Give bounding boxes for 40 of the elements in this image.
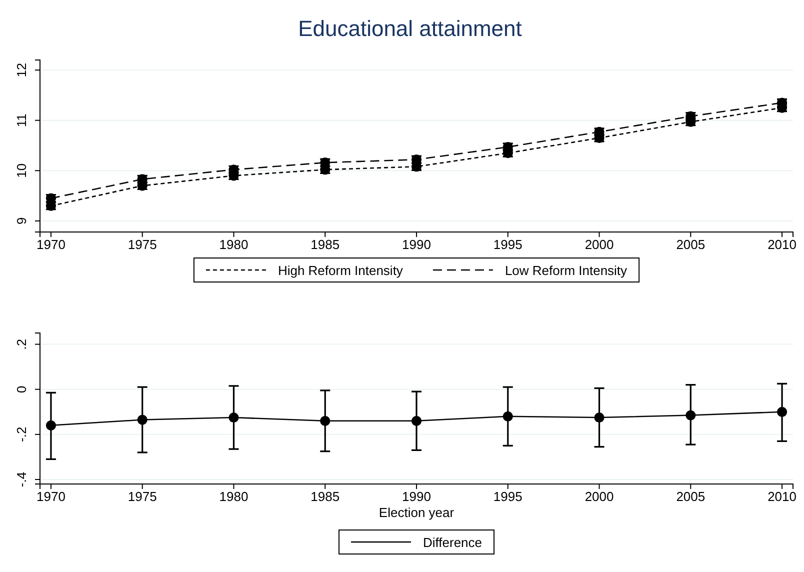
x-tick-label: 1970 — [36, 489, 66, 504]
x-tick-label: 2010 — [768, 489, 796, 504]
point — [594, 412, 604, 423]
x-tick-label: 1990 — [402, 489, 431, 504]
y-tick-label: 9 — [14, 217, 29, 225]
x-tick-label: 2000 — [584, 237, 614, 252]
x-tick-label: 1975 — [128, 237, 157, 252]
point — [137, 414, 148, 425]
chart-title: Educational attainment — [298, 16, 522, 41]
legend-label: High Reform Intensity — [278, 263, 404, 278]
point — [686, 410, 696, 420]
legend-label: Difference — [422, 535, 482, 550]
y-tick-label: 11 — [14, 114, 29, 128]
x-tick-label: 1985 — [310, 489, 340, 504]
point — [320, 416, 330, 426]
x-tick-label: 1975 — [128, 489, 157, 504]
x-tick-label: 2000 — [584, 489, 614, 504]
x-tick-label: 1980 — [219, 237, 248, 252]
y-tick-label: 10 — [14, 163, 29, 178]
x-tick-label: 1995 — [493, 237, 522, 252]
y-tick-label: -.2 — [14, 426, 29, 442]
point — [776, 406, 788, 417]
legend-label: Low Reform Intensity — [504, 263, 628, 278]
x-tick-label: 2005 — [676, 489, 706, 504]
x-tick-label: 2010 — [768, 237, 796, 252]
x-tick-label: 1980 — [219, 489, 248, 504]
y-tick-label: 0 — [14, 386, 29, 393]
point — [502, 411, 513, 422]
point — [228, 412, 239, 423]
x-axis-title: Election year — [378, 505, 455, 520]
y-tick-label: -.4 — [14, 472, 29, 488]
x-tick-label: 1970 — [36, 237, 66, 252]
x-tick-label: 1990 — [402, 237, 431, 252]
point — [46, 420, 56, 430]
x-tick-label: 1995 — [493, 489, 522, 504]
y-tick-label: .2 — [14, 338, 29, 350]
point — [411, 416, 422, 426]
x-tick-label: 2005 — [676, 237, 706, 252]
y-tick-label: 12 — [14, 62, 29, 78]
x-tick-label: 1985 — [310, 237, 340, 252]
